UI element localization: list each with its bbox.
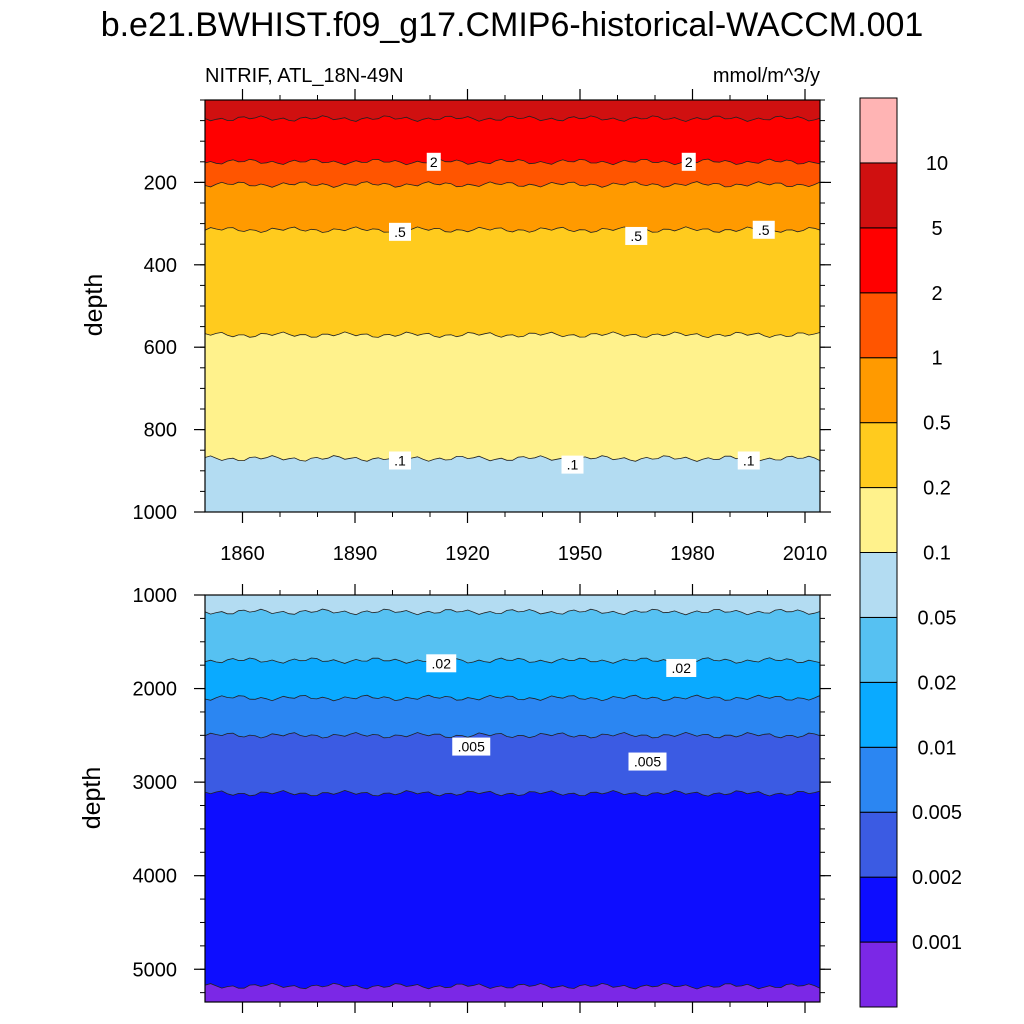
colorbar-label: 0.01	[918, 737, 957, 759]
x-tick-label: 2010	[783, 543, 828, 565]
x-tick-label: 1950	[558, 543, 603, 565]
contour-fill-0.001	[205, 983, 820, 1002]
colorbar-box	[859, 162, 898, 229]
contour-label-text: 2	[430, 154, 438, 170]
colorbar-label: 0.02	[918, 672, 957, 694]
y-tick-label: 1000	[133, 585, 178, 607]
colorbar-box	[859, 357, 898, 424]
colorbar-box	[859, 941, 898, 1008]
contour-line-0.01	[205, 694, 820, 702]
y-tick-label: 5000	[133, 959, 178, 981]
contour-line-0.02	[205, 657, 820, 664]
contour-label-text: .005	[634, 754, 661, 770]
colorbar-label: 0.1	[923, 543, 951, 565]
colorbar-label: 0.002	[912, 867, 962, 889]
contour-label: .1	[737, 451, 760, 470]
upper-panel: 2 2 .5 .5 .5 .1 .1 .1 200 400 600 800 1000 1860 1890 19…	[133, 89, 831, 565]
colorbar-label: 0.005	[912, 802, 962, 824]
contour-label-text: .005	[458, 739, 485, 755]
contour-label: .5	[625, 226, 648, 245]
y-tick-label: 1000	[133, 502, 178, 524]
colorbar-label: 10	[926, 153, 948, 175]
contour-line-0.002	[205, 789, 820, 797]
colorbar-label: 0.05	[918, 607, 957, 629]
contour-label: .5	[389, 222, 411, 241]
colorbar-box	[859, 97, 898, 164]
contour-line-2	[205, 158, 820, 166]
lower-panel: .02 .02 .005 .005 1000 2000 3000 4000 5000	[133, 584, 831, 1013]
contour-label: .5	[752, 220, 775, 239]
contour-label-text: 2	[685, 154, 693, 170]
contour-label: .1	[561, 455, 584, 474]
contour-line-0.05	[205, 608, 820, 616]
x-tick-label: 1980	[670, 543, 715, 565]
y-tick-label: 4000	[133, 866, 178, 888]
colorbar: 0.001 0.002 0.005 0.01 0.02 0.05 0.1 0.2 0.5 1 2 5 1…	[859, 97, 962, 1008]
right-subtitle: mmol/m^3/y	[713, 65, 820, 87]
contour-line-0.1	[205, 455, 820, 462]
contour-label: 2	[426, 152, 441, 171]
contour-label-text: .1	[743, 453, 755, 469]
contour-line-5	[205, 115, 820, 122]
contour-label: .005	[628, 752, 667, 771]
colorbar-box	[859, 681, 898, 748]
chart-title: b.e21.BWHIST.f09_g17.CMIP6-historical-WA…	[101, 6, 924, 44]
x-tick-label: 1890	[333, 543, 378, 565]
contour-label-text: .02	[432, 655, 452, 671]
contour-label: .02	[666, 658, 697, 677]
colorbar-box	[859, 422, 898, 489]
y-tick-label: 2000	[133, 679, 178, 701]
x-tick-label: 1860	[220, 543, 265, 565]
colorbar-box	[859, 227, 898, 294]
y-tick-label: 200	[144, 172, 177, 194]
colorbar-label: 0.001	[912, 932, 962, 954]
colorbar-label: 0.5	[923, 413, 951, 435]
left-subtitle: NITRIF, ATL_18N-49N	[205, 65, 404, 87]
y-tick-label: 3000	[133, 772, 178, 794]
contour-line-0.001	[205, 982, 820, 990]
colorbar-box	[859, 811, 898, 878]
colorbar-box	[859, 876, 898, 943]
colorbar-label: 0.2	[923, 478, 951, 500]
plot-frame	[204, 594, 821, 1003]
contour-line-0.005	[205, 731, 820, 739]
lower-y-axis-label: depth	[78, 767, 106, 830]
contour-line-1	[205, 181, 820, 188]
contour-label-text: .5	[758, 222, 770, 238]
contour-label: .1	[389, 451, 411, 470]
y-tick-label: 800	[144, 420, 177, 442]
contour-line-0.5	[205, 226, 820, 233]
contour-label: .005	[452, 737, 491, 756]
contour-label-text: .1	[567, 457, 579, 473]
contour-label-text: .1	[394, 453, 406, 469]
contour-label: .02	[426, 654, 457, 673]
colorbar-box	[859, 552, 898, 618]
y-tick-label: 600	[144, 337, 177, 359]
colorbar-box	[859, 616, 898, 683]
contour-fill-0.1	[205, 455, 820, 512]
upper-y-axis-label: depth	[80, 274, 108, 337]
colorbar-box	[859, 292, 898, 359]
colorbar-box	[859, 487, 898, 554]
contour-line-0.2	[205, 331, 820, 339]
x-tick-label: 1920	[445, 543, 490, 565]
colorbar-label: 2	[931, 283, 942, 305]
colorbar-box	[859, 746, 898, 813]
contour-label-text: .5	[630, 228, 642, 244]
colorbar-label: 5	[931, 218, 942, 240]
contour-fill-0.002	[205, 790, 820, 1002]
contour-label-text: .02	[672, 660, 692, 676]
contour-label: 2	[681, 152, 696, 171]
y-tick-label: 400	[144, 255, 177, 277]
colorbar-label: 1	[931, 348, 942, 370]
contour-label-text: .5	[394, 224, 406, 240]
